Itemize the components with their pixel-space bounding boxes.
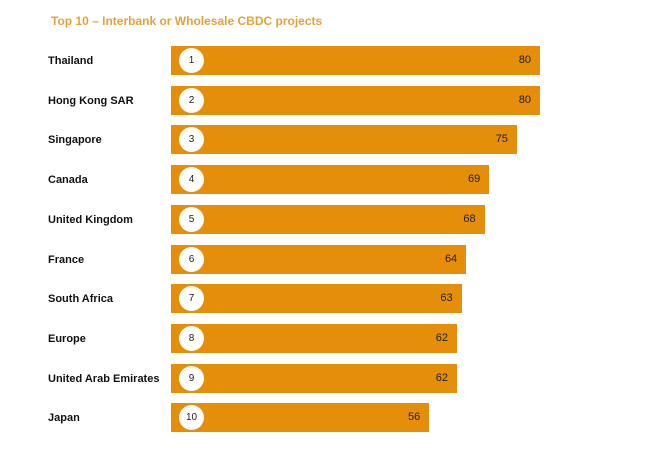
- rank-badge: 2: [179, 87, 204, 113]
- data-label: 62: [435, 331, 448, 344]
- rank-badge: 10: [179, 405, 204, 431]
- data-label: 62: [435, 371, 448, 384]
- category-label: United Arab Emirates: [48, 372, 160, 385]
- rank-badge: 8: [179, 325, 204, 351]
- bar: 2 80: [171, 85, 540, 115]
- category-label: Hong Kong SAR: [48, 94, 134, 107]
- data-label: 80: [518, 54, 531, 66]
- bar: 5 68: [171, 204, 485, 234]
- chart-title: Top 10 – Interbank or Wholesale CBDC pro…: [51, 14, 323, 28]
- rank-badge: 3: [179, 127, 204, 153]
- category-label: United Kingdom: [48, 213, 133, 226]
- data-label: 75: [495, 133, 508, 146]
- category-label: Europe: [48, 332, 86, 345]
- data-label: 68: [463, 212, 476, 225]
- rank-badge: 5: [179, 206, 204, 232]
- bar: 10 56: [171, 403, 430, 433]
- rank-badge: 4: [179, 167, 204, 193]
- category-label: Singapore: [48, 134, 102, 147]
- category-label: South Africa: [48, 293, 113, 306]
- bar: 9 62: [171, 363, 457, 393]
- bar: 4 69: [171, 165, 490, 195]
- category-label: Japan: [48, 412, 80, 425]
- category-label: France: [48, 253, 85, 266]
- bar: 3 75: [171, 125, 517, 155]
- rank-badge: 6: [179, 246, 204, 272]
- bar: 6 64: [171, 244, 467, 274]
- rank-badge: 9: [179, 365, 204, 391]
- rank-badge: 1: [179, 48, 204, 73]
- bar: 7 63: [171, 284, 462, 314]
- category-label: Canada: [48, 174, 88, 187]
- data-label: 56: [408, 411, 421, 424]
- data-label: 80: [518, 93, 531, 106]
- data-label: 64: [444, 252, 458, 265]
- data-label: 63: [440, 292, 453, 305]
- rank-badge: 7: [179, 286, 204, 312]
- category-label: Thailand: [48, 55, 94, 67]
- bar: 8 62: [171, 323, 457, 353]
- bar: 1 80: [171, 46, 540, 75]
- data-label: 69: [468, 173, 481, 186]
